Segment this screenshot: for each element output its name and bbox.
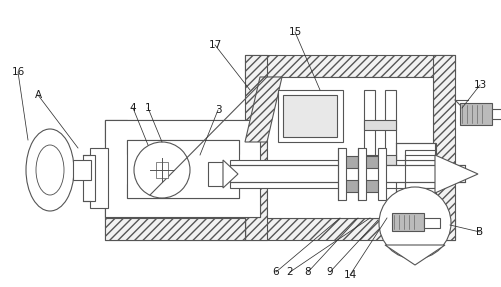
Bar [339,180,384,192]
Bar [229,178,444,188]
Bar [244,55,454,77]
Bar [384,90,395,185]
Bar [278,90,342,142]
Bar [127,140,238,198]
Text: 17: 17 [208,40,221,50]
Bar [395,143,435,205]
Bar [229,165,464,182]
Text: 3: 3 [214,105,221,115]
Bar [363,90,374,185]
Bar [377,148,385,200]
Bar [105,218,244,240]
Text: 9: 9 [326,267,333,277]
Text: 1: 1 [144,103,151,113]
Ellipse shape [26,129,74,211]
Bar [423,218,439,228]
Bar [337,148,345,200]
Bar [459,103,491,125]
Text: 15: 15 [288,27,301,37]
Bar [105,218,244,240]
Bar [105,195,260,217]
Bar [244,55,267,240]
Bar [491,109,501,119]
Text: B: B [475,227,482,237]
Bar [339,156,384,168]
Text: 16: 16 [12,67,25,77]
Bar [105,120,127,218]
Polygon shape [434,155,477,193]
Bar [404,150,434,160]
Circle shape [134,142,189,198]
Text: 2: 2 [286,267,293,277]
Bar [432,55,454,240]
Bar [105,120,260,142]
Bar [156,162,168,178]
Text: 14: 14 [343,270,356,280]
Bar [404,188,434,198]
Bar [363,155,395,165]
Bar [283,95,336,137]
Polygon shape [384,245,444,265]
Bar [207,162,222,186]
Text: 4: 4 [129,103,136,113]
Bar [363,120,395,130]
Text: 6: 6 [272,267,279,277]
Ellipse shape [36,145,64,195]
Bar [404,160,434,188]
Bar [73,160,91,180]
Bar [127,184,238,198]
Circle shape [378,187,450,259]
Bar [391,213,423,231]
Polygon shape [244,77,282,142]
Bar [83,155,95,201]
Bar [357,148,365,200]
Text: A: A [35,90,42,100]
Bar [244,218,454,240]
Bar [105,120,260,217]
Text: 13: 13 [472,80,485,90]
Text: 8: 8 [304,267,311,277]
Bar [127,140,238,154]
Bar [267,77,432,218]
Bar [229,160,444,170]
Polygon shape [222,160,237,188]
Bar [90,148,108,208]
